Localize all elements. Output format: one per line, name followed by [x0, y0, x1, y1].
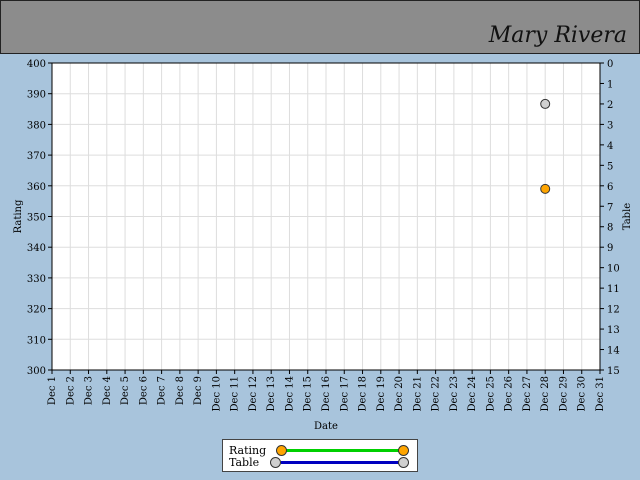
legend-item-table: Table — [229, 456, 409, 469]
x-tick-label: Dec 18 — [358, 376, 369, 411]
y-tick-label: 300 — [27, 366, 46, 377]
y2-tick-label: 6 — [607, 182, 613, 193]
y2-tick-label: 2 — [607, 100, 613, 111]
x-tick-label: Dec 26 — [504, 376, 515, 411]
x-tick-label: Dec 5 — [120, 376, 131, 405]
legend-label-table: Table — [229, 456, 260, 469]
x-tick-label: Dec 14 — [284, 376, 295, 411]
y2-tick-label: 9 — [607, 243, 613, 254]
x-axis-label: Date — [314, 421, 338, 432]
y2-tick-label: 4 — [607, 141, 613, 152]
x-tick-label: Dec 23 — [449, 376, 460, 411]
y2-tick-label: 7 — [607, 202, 613, 213]
x-tick-label: Dec 1 — [47, 376, 58, 405]
x-tick-label: Dec 21 — [412, 376, 423, 411]
y-tick-label: 330 — [27, 274, 46, 285]
plot-border — [51, 62, 601, 371]
x-tick-label: Dec 8 — [175, 376, 186, 405]
legend-item-rating: Rating — [229, 444, 409, 457]
legend-label-rating: Rating — [229, 444, 267, 457]
y-tick-label: 370 — [27, 151, 46, 162]
y2-tick-label: 8 — [607, 223, 613, 234]
y2-tick-label: 5 — [607, 161, 613, 172]
legend-line-rating — [281, 449, 407, 452]
y-tick-label: 360 — [27, 182, 46, 193]
x-tick-label: Dec 29 — [558, 376, 569, 411]
y2-tick-label: 15 — [607, 366, 620, 377]
legend-marker-rating — [398, 445, 409, 456]
x-tick-label: Dec 7 — [157, 376, 168, 405]
x-tick-label: Dec 15 — [303, 376, 314, 411]
y2-tick-label: 14 — [607, 346, 620, 357]
x-tick-label: Dec 6 — [138, 376, 149, 405]
legend-marker-rating — [276, 445, 287, 456]
legend: Rating Table — [222, 439, 418, 472]
x-tick-label: Dec 25 — [485, 376, 496, 411]
y2-tick-label: 12 — [607, 305, 620, 316]
y-tick-label: 320 — [27, 305, 46, 316]
rating-point — [540, 183, 551, 194]
legend-marker-table — [270, 457, 281, 468]
x-tick-label: Dec 28 — [540, 376, 551, 411]
x-tick-label: Dec 12 — [248, 376, 259, 411]
x-tick-label: Dec 9 — [193, 376, 204, 405]
y-tick-label: 350 — [27, 213, 46, 224]
y-axis-label: Rating — [13, 199, 24, 233]
y-tick-label: 310 — [27, 335, 46, 346]
y2-tick-label: 13 — [607, 325, 620, 336]
y-tick-label: 340 — [27, 243, 46, 254]
y2-tick-label: 10 — [607, 264, 620, 275]
x-tick-label: Dec 20 — [394, 376, 405, 411]
chart-header: Mary Rivera — [0, 0, 640, 54]
user-name: Mary Rivera — [488, 23, 627, 48]
x-tick-label: Dec 16 — [321, 376, 332, 411]
y2-tick-label: 11 — [607, 284, 620, 295]
legend-line-table — [281, 461, 407, 464]
x-tick-label: Dec 2 — [65, 376, 76, 405]
x-tick-label: Dec 19 — [376, 376, 387, 411]
y2-axis-label: Table — [622, 203, 633, 230]
y-tick-label: 380 — [27, 120, 46, 131]
x-tick-label: Dec 11 — [230, 376, 241, 411]
table-point — [540, 98, 551, 109]
y2-tick-label: 0 — [607, 59, 613, 70]
legend-marker-table — [398, 457, 409, 468]
x-tick-label: Dec 27 — [522, 376, 533, 411]
x-tick-label: Dec 30 — [577, 376, 588, 411]
y-tick-label: 390 — [27, 90, 46, 101]
y2-tick-label: 1 — [607, 79, 613, 90]
x-tick-label: Dec 17 — [339, 376, 350, 411]
x-tick-label: Dec 4 — [102, 376, 113, 405]
x-tick-label: Dec 31 — [595, 376, 606, 411]
x-tick-label: Dec 24 — [467, 376, 478, 411]
x-tick-label: Dec 10 — [211, 376, 222, 411]
x-tick-label: Dec 13 — [266, 376, 277, 411]
x-tick-label: Dec 3 — [84, 376, 95, 405]
y2-tick-label: 3 — [607, 120, 613, 131]
y-tick-label: 400 — [27, 59, 46, 70]
x-tick-label: Dec 22 — [431, 376, 442, 411]
